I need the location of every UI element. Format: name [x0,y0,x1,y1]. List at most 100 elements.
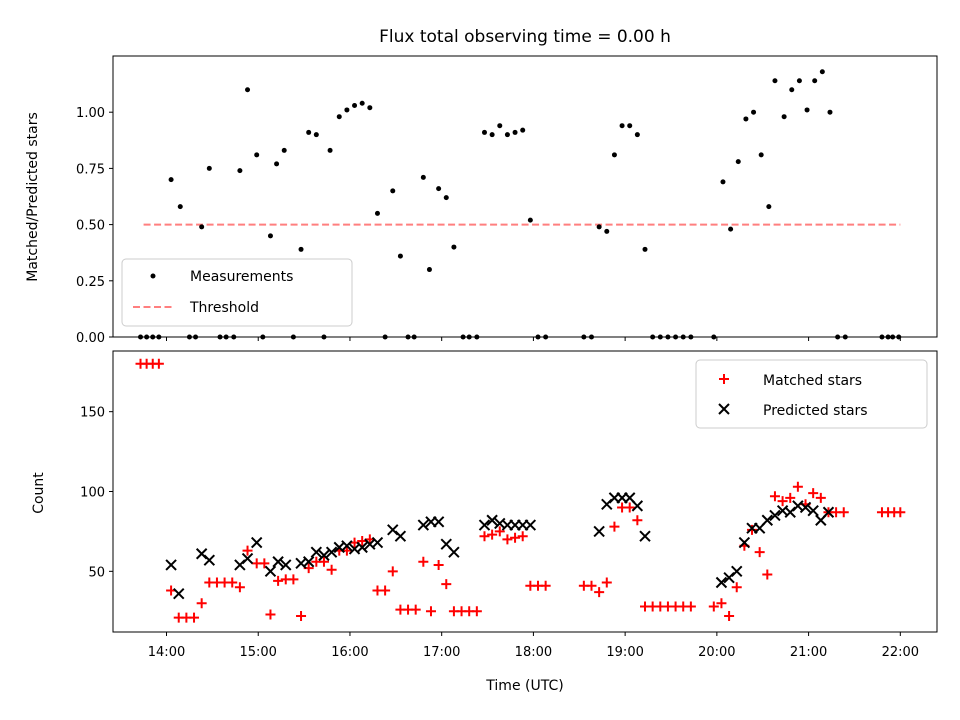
predicted-stars-point [341,540,353,552]
predicted-stars-point [250,536,263,549]
measurement-point [642,246,648,252]
measurement-point [426,267,432,273]
bottom-y-axis-label: Count [31,472,47,514]
measurement-point [627,123,633,129]
bottom-y-tick-label: 100 [80,486,105,501]
measurement-point [420,174,426,180]
predicted-stars-point [203,554,216,566]
predicted-stars-point [356,541,368,554]
measurement-point [497,123,503,129]
measurement-point [728,226,734,232]
bottom-legend-box [695,359,928,429]
top-y-tick-label: 0.50 [76,219,105,234]
bottom-plot-area [135,358,906,623]
matched-stars-point [153,358,164,369]
matched-stars-point [517,531,528,542]
matched-stars-point [716,598,727,609]
x-tick-label: 21:00 [790,645,827,660]
measurement-point [390,188,396,194]
measurement-point [819,69,825,75]
matched-stars-point [441,579,452,590]
matched-stars-point [242,545,253,556]
measurement-point [313,132,319,138]
top-y-tick-label: 0.25 [76,275,105,290]
matched-stars-point [259,558,270,569]
measurement-point [298,246,304,252]
predicted-stars-point [524,519,537,531]
measurement-point [443,195,449,201]
measurement-point [596,224,602,230]
matched-stars-point [762,569,773,580]
matched-stars-point [747,524,758,535]
predicted-stars-point [715,576,728,589]
predicted-stars-point [486,514,498,526]
measurement-point [604,228,610,234]
matched-stars-point [624,502,635,513]
predicted-stars-legend-marker [718,403,730,415]
measurement-point [781,114,787,120]
measurement-point [336,114,342,120]
top-legend: Measurements Threshold [121,258,353,327]
matched-stars-point [808,488,819,499]
matched-stars-point [425,606,436,617]
measurement-point [206,165,212,171]
predicted-stars-point [738,536,751,549]
predicted-stars-point [807,504,819,517]
predicted-stars-point [822,506,835,518]
predicted-stars-point [310,546,323,558]
matched-stars-point [410,604,421,615]
measurement-point [281,147,287,153]
measurement-point [520,127,526,133]
matched-stars-point [586,580,597,591]
measurement-point [367,105,373,111]
matched-stars-point [510,532,521,543]
measurement-point [796,78,802,84]
measurement-point [177,204,183,210]
matched-stars-point [777,496,788,507]
matched-stars-point [769,491,780,502]
matched-stars-point [234,582,245,593]
matched-stars-point [895,507,906,518]
measurement-point [812,78,818,84]
measurement-point [327,147,333,153]
x-tick-label: 19:00 [606,645,643,660]
matched-stars-point [487,529,498,540]
measurement-point [267,233,273,239]
matched-stars-point [296,611,307,622]
measurement-point [766,204,772,210]
predicted-stars-point [448,546,460,558]
bottom-legend: Matched stars Predicted stars [695,359,928,429]
measurement-point [804,107,810,113]
measurement-point [504,132,510,138]
measurement-point [827,109,833,115]
matched-stars-legend-marker [719,374,729,384]
matched-stars-point [708,601,719,612]
matched-stars-point [685,601,696,612]
measurement-point [306,129,312,135]
measurement-point [527,217,533,223]
measurement-point [237,168,243,174]
measurement-point [397,253,403,259]
predicted-stars-point [264,565,277,578]
measurement-point [352,102,358,108]
predicted-stars-legend-label: Predicted stars [763,403,868,419]
measurement-point [359,100,365,106]
measurement-point [772,78,778,84]
x-axis-label: Time (UTC) [485,678,563,694]
predicted-stars-point [241,552,254,565]
matched-stars-point [433,559,444,570]
predicted-stars-point [280,559,292,571]
measurement-point [751,109,757,115]
top-legend-box [121,258,353,327]
measurement-point [735,159,741,165]
measurement-point [634,132,640,138]
predicted-stars-point [318,549,330,562]
predicted-stars-point [639,530,651,542]
measurement-point [451,244,457,250]
threshold-legend-label: Threshold [189,300,259,316]
matched-stars-point [189,612,200,623]
matched-stars-point [815,492,826,503]
predicted-stars-point [272,556,284,568]
matched-stars-point [471,606,482,617]
